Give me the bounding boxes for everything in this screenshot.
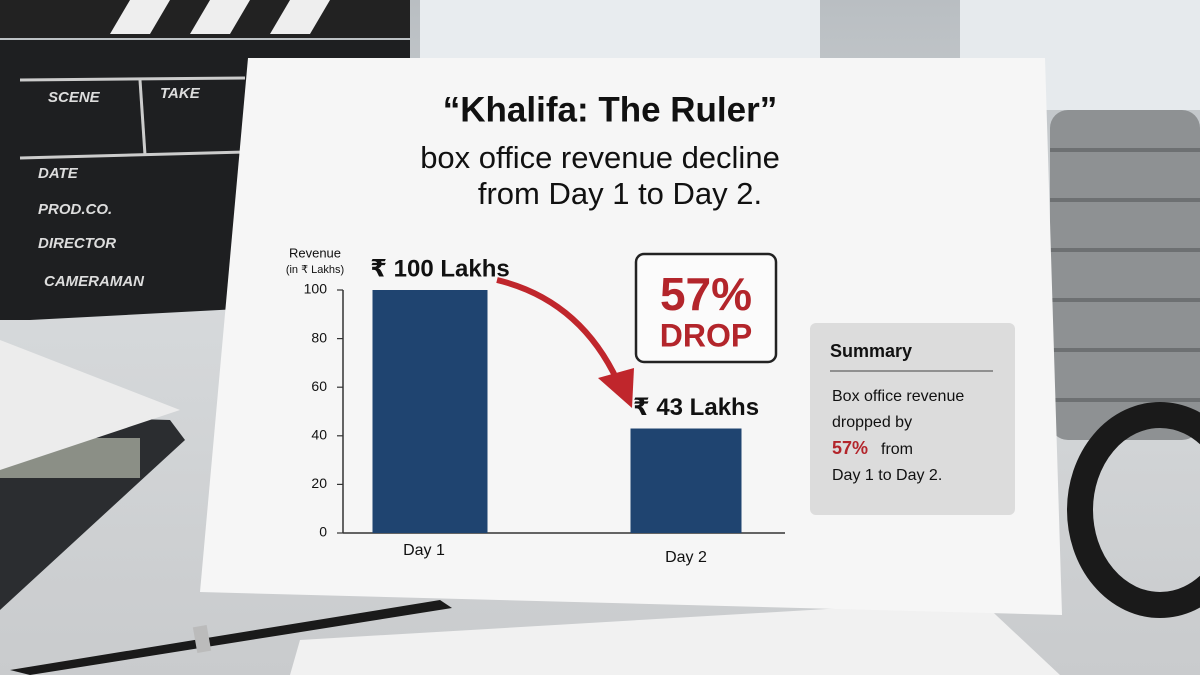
summary-text: dropped by — [832, 414, 912, 431]
svg-text:PROD.CO.: PROD.CO. — [38, 201, 112, 218]
arrow-head — [598, 368, 634, 408]
y-axis-label: (in ₹ Lakhs) — [286, 264, 344, 276]
y-tick-label: 20 — [311, 475, 327, 491]
bar — [630, 428, 742, 533]
value-label: ₹ 43 Lakhs — [633, 394, 759, 421]
value-label: ₹ 100 Lakhs — [370, 255, 509, 282]
y-tick-label: 100 — [304, 281, 328, 297]
y-axis-label: Revenue — [289, 245, 341, 260]
y-tick-label: 80 — [311, 329, 327, 345]
summary-title: Summary — [830, 341, 912, 361]
annotation-value: 57% — [660, 268, 752, 320]
pen — [10, 600, 452, 675]
x-tick-label: Day 1 — [403, 542, 445, 559]
y-tick-label: 60 — [311, 378, 327, 394]
summary-text: Box office revenue — [832, 388, 964, 405]
film-reels — [1050, 110, 1200, 618]
summary-text: from — [881, 441, 913, 458]
annotation-label: DROP — [660, 317, 752, 353]
svg-text:DATE: DATE — [38, 165, 79, 182]
svg-text:SCENE: SCENE — [48, 89, 101, 106]
y-tick-label: 40 — [311, 427, 327, 443]
svg-text:DIRECTOR: DIRECTOR — [38, 235, 116, 252]
chart-title: “Khalifa: The Ruler” — [443, 90, 777, 129]
bar — [372, 290, 488, 533]
summary-highlight: 57% — [832, 438, 868, 458]
summary-text: Day 1 to Day 2. — [832, 467, 942, 484]
window — [420, 0, 820, 60]
svg-text:CAMERAMAN: CAMERAMAN — [44, 273, 145, 290]
annotation-box — [634, 252, 778, 364]
chart-subtitle: box office revenue decline — [420, 140, 780, 175]
paper-sheet — [290, 600, 1060, 675]
decline-arrow — [496, 277, 621, 384]
svg-text:TAKE: TAKE — [160, 85, 201, 102]
paper-sheet — [0, 340, 180, 470]
x-tick-label: Day 2 — [665, 549, 707, 566]
chart-subtitle: from Day 1 to Day 2. — [478, 176, 762, 211]
y-tick-label: 0 — [319, 524, 327, 540]
